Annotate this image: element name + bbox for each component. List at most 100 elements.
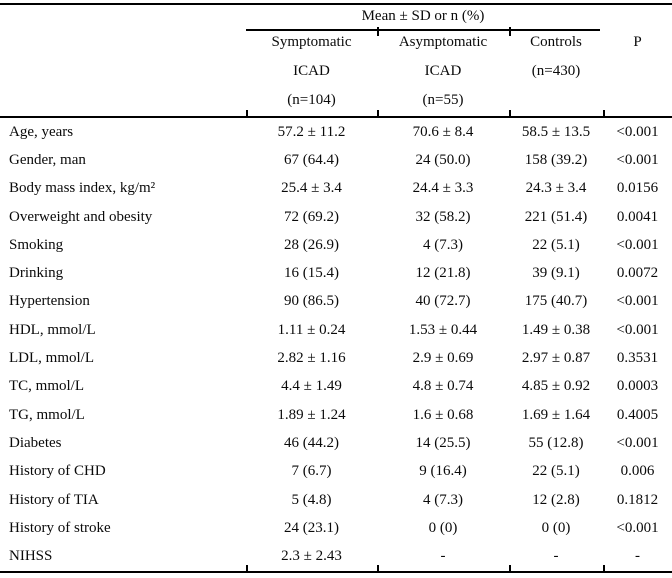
row-label: NIHSS (9, 548, 53, 565)
header-p-line2 (603, 63, 672, 80)
asymptomatic-icad-value: 70.6 ± 8.4 (412, 123, 474, 140)
p-value: <0.001 (616, 293, 659, 310)
symptomatic-icad-value: 72 (69.2) (284, 208, 339, 225)
controls-value: 221 (51.4) (524, 208, 588, 225)
controls-value: 175 (40.7) (524, 293, 588, 310)
symptomatic-icad-value: 4.4 ± 1.49 (281, 378, 342, 395)
asymptomatic-icad-value: 1.6 ± 0.68 (412, 406, 474, 423)
symptomatic-icad-value: 2.82 ± 1.16 (277, 350, 346, 367)
p-value: 0.0041 (616, 208, 659, 225)
controls-value: 158 (39.2) (524, 151, 588, 168)
controls-value: 39 (9.1) (532, 265, 580, 282)
p-value: 0.006 (620, 463, 655, 480)
symptomatic-icad-value: 28 (26.9) (284, 236, 339, 253)
p-value: <0.001 (616, 519, 659, 536)
header-spacer (0, 63, 246, 80)
asymptomatic-icad-value: 24.4 ± 3.3 (412, 180, 474, 197)
p-value: 0.4005 (616, 406, 659, 423)
asymptomatic-icad-value: - (440, 548, 446, 565)
header-asymptomatic: Asymptomatic (398, 34, 488, 50)
p-value: <0.001 (616, 321, 659, 338)
column-divider-tick (509, 110, 511, 118)
row-label: Hypertension (9, 293, 90, 310)
row-label: Drinking (9, 265, 64, 282)
asymptomatic-icad-value: 2.9 ± 0.69 (412, 350, 474, 367)
table-row: TG, mmol/L 1.89 ± 1.24 1.6 ± 0.68 1.69 ±… (0, 401, 672, 429)
row-label: Age, years (9, 123, 74, 140)
controls-value: 1.49 ± 0.38 (521, 321, 591, 338)
controls-value: 55 (12.8) (528, 434, 584, 451)
column-divider-tick (377, 110, 379, 118)
row-label: History of TIA (9, 491, 99, 508)
table-row: Body mass index, kg/m² 25.4 ± 3.4 24.4 ±… (0, 175, 672, 203)
asymptomatic-icad-value: 4.8 ± 0.74 (412, 378, 474, 395)
row-label: Diabetes (9, 434, 62, 451)
header-controls-line2: (n=430) (531, 63, 581, 79)
table-row: Gender, man 67 (64.4) 24 (50.0) 158 (39.… (0, 146, 672, 174)
symptomatic-icad-value: 5 (4.8) (291, 491, 332, 508)
p-value: 0.0072 (616, 265, 659, 282)
controls-value: 58.5 ± 13.5 (521, 123, 591, 140)
header-spacer (0, 34, 246, 51)
header-bottom-rule (0, 116, 672, 118)
symptomatic-icad-value: 24 (23.1) (284, 519, 339, 536)
header-controls-line3 (509, 92, 603, 109)
p-value: <0.001 (616, 123, 659, 140)
table-bottom-rule (0, 571, 672, 573)
p-value: <0.001 (616, 236, 659, 253)
asymptomatic-icad-value: 12 (21.8) (415, 265, 471, 282)
p-value: <0.001 (616, 151, 659, 168)
column-divider-tick (377, 27, 379, 36)
asymptomatic-icad-value: 40 (72.7) (415, 293, 471, 310)
row-label: History of stroke (9, 519, 111, 536)
controls-value: 22 (5.1) (532, 463, 580, 480)
header-asymptomatic-line3: (n=55) (422, 92, 464, 108)
column-divider-tick (603, 565, 605, 573)
table-row: Overweight and obesity 72 (69.2) 32 (58.… (0, 203, 672, 231)
p-value: - (635, 548, 640, 565)
asymptomatic-icad-value: 4 (7.3) (423, 236, 463, 253)
controls-value: 0 (0) (541, 519, 571, 536)
controls-value: 1.69 ± 1.64 (521, 406, 591, 423)
header-p: P (633, 34, 642, 50)
column-divider-tick (509, 565, 511, 573)
asymptomatic-icad-value: 9 (16.4) (419, 463, 467, 480)
header-asymptomatic-line2: ICAD (424, 63, 462, 79)
controls-value: 24.3 ± 3.4 (525, 180, 587, 197)
table-row: Smoking 28 (26.9) 4 (7.3) 22 (5.1) <0.00… (0, 231, 672, 259)
header-p-line3 (603, 92, 672, 109)
controls-value: 12 (2.8) (532, 491, 580, 508)
table-body: Age, years 57.2 ± 11.2 70.6 ± 8.4 58.5 ±… (0, 118, 672, 571)
controls-value: 22 (5.1) (532, 236, 580, 253)
asymptomatic-icad-value: 1.53 ± 0.44 (408, 321, 478, 338)
row-label: TC, mmol/L (9, 378, 84, 395)
row-label: HDL, mmol/L (9, 321, 96, 338)
symptomatic-icad-value: 90 (86.5) (284, 293, 339, 310)
row-label: LDL, mmol/L (9, 350, 94, 367)
asymptomatic-icad-value: 0 (0) (428, 519, 458, 536)
column-header-row-3: (n=104) (n=55) (0, 92, 672, 109)
header-controls: Controls (530, 34, 582, 50)
p-value: 0.3531 (616, 350, 659, 367)
table-row: Diabetes 46 (44.2) 14 (25.5) 55 (12.8) <… (0, 429, 672, 457)
column-divider-tick (377, 565, 379, 573)
column-header-row-2: ICAD ICAD (n=430) (0, 63, 672, 80)
symptomatic-icad-value: 1.89 ± 1.24 (277, 406, 346, 423)
row-label: Body mass index, kg/m² (9, 180, 156, 197)
row-label: History of CHD (9, 463, 106, 480)
column-divider-tick (246, 565, 248, 573)
column-divider-tick (509, 27, 511, 36)
symptomatic-icad-value: 25.4 ± 3.4 (281, 180, 342, 197)
p-value: 0.1812 (616, 491, 659, 508)
row-label: Gender, man (9, 151, 86, 168)
p-value: 0.0156 (616, 180, 659, 197)
column-divider-tick (246, 110, 248, 118)
symptomatic-icad-value: 67 (64.4) (284, 151, 339, 168)
table-row: History of stroke 24 (23.1) 0 (0) 0 (0) … (0, 514, 672, 542)
row-label: Overweight and obesity (9, 208, 153, 225)
row-label: Smoking (9, 236, 64, 253)
table-row: Hypertension 90 (86.5) 40 (72.7) 175 (40… (0, 288, 672, 316)
table-row: LDL, mmol/L 2.82 ± 1.16 2.9 ± 0.69 2.97 … (0, 344, 672, 372)
asymptomatic-icad-value: 32 (58.2) (415, 208, 471, 225)
